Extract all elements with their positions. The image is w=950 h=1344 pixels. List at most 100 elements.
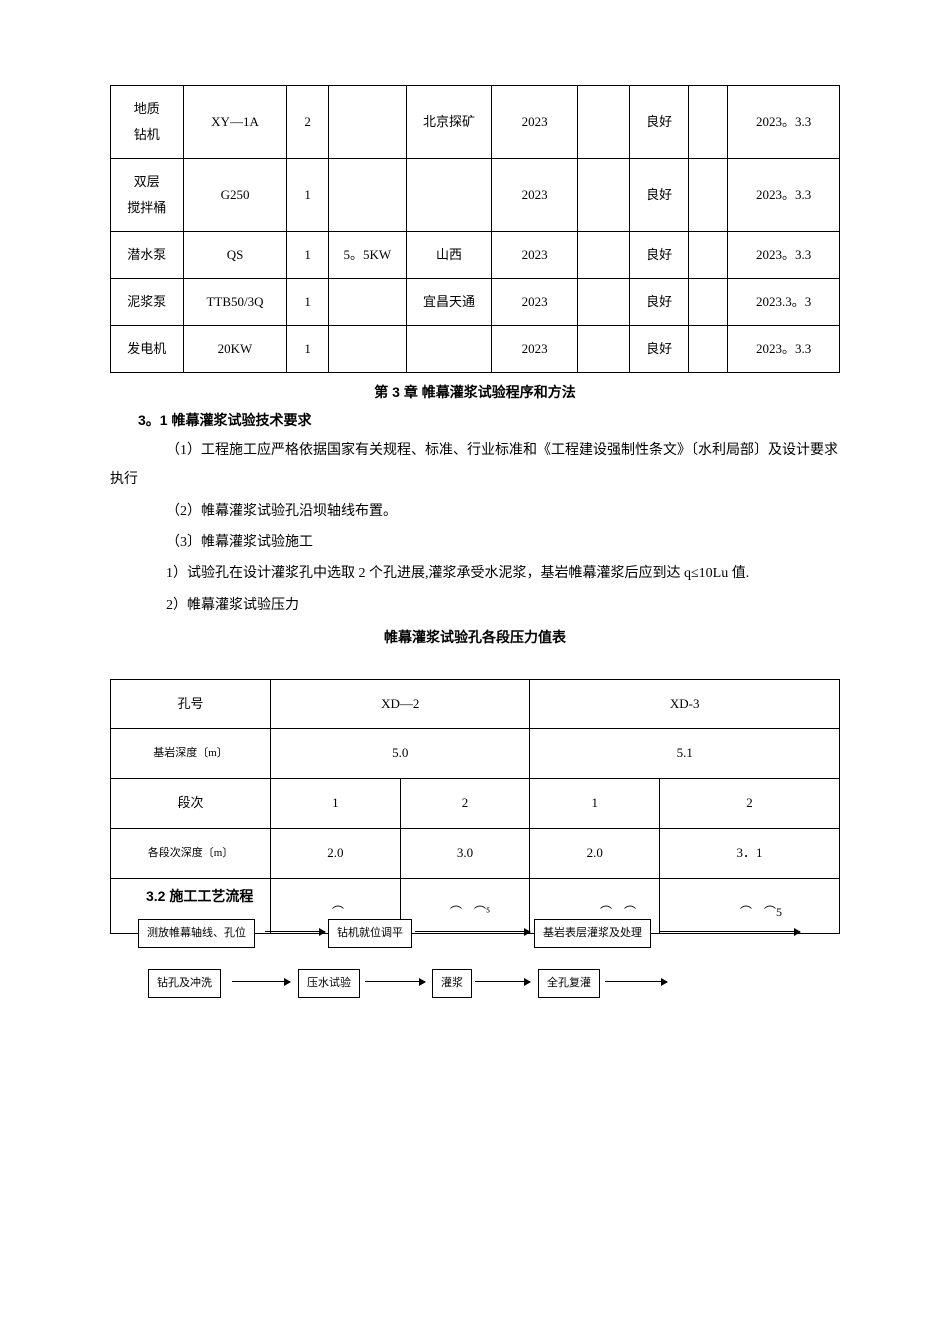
cell <box>328 279 406 326</box>
cell: 北京探矿 <box>406 86 492 159</box>
chapter-title: 第 3 章 帷幕灌浆试验程序和方法 <box>110 381 840 403</box>
arrow-icon <box>605 981 667 982</box>
cell <box>406 326 492 373</box>
cell: XY—1A <box>183 86 287 159</box>
cell <box>328 159 406 232</box>
cell: 2023 <box>492 159 578 232</box>
cell <box>577 159 629 232</box>
arrow-icon <box>660 931 800 932</box>
xd3-header: XD-3 <box>530 679 840 729</box>
cell: 2023。3.3 <box>728 326 840 373</box>
tilde-marks-2: ⌒ ⌒⁵ <box>450 903 490 922</box>
flow-box-2: 钻机就位调平 <box>328 919 412 949</box>
cell: 2023 <box>492 86 578 159</box>
cell <box>689 326 728 373</box>
pressure-table-title: 帷幕灌浆试验孔各段压力值表 <box>110 626 840 648</box>
cell: 1 <box>287 159 329 232</box>
segdepth-3: 2.0 <box>530 828 660 878</box>
cell <box>577 232 629 279</box>
flow-box-7: 全孔复灌 <box>538 969 600 999</box>
flow-box-3: 基岩表层灌浆及处理 <box>534 919 651 949</box>
para-5: 2）帷幕灌浆试验压力 <box>110 591 840 620</box>
cell: 2 <box>287 86 329 159</box>
cell: 良好 <box>629 326 689 373</box>
cell <box>689 86 728 159</box>
cell: 2023。3.3 <box>728 232 840 279</box>
cell: 双层搅拌桶 <box>111 159 184 232</box>
table-row: 泥浆泵TTB50/3Q1 宜昌天通2023 良好 2023.3。3 <box>111 279 840 326</box>
cell <box>689 159 728 232</box>
seg-2: 2 <box>400 779 530 829</box>
table-row: 段次 1 2 1 2 <box>111 779 840 829</box>
flow-box-5: 压水试验 <box>298 969 360 999</box>
depth-xd3: 5.1 <box>530 729 840 779</box>
cell: 20KW <box>183 326 287 373</box>
cell: G250 <box>183 159 287 232</box>
cell <box>577 326 629 373</box>
cell: 2023 <box>492 326 578 373</box>
flow-box-1: 测放帷幕轴线、孔位 <box>138 919 255 949</box>
cell <box>577 279 629 326</box>
seg-4: 2 <box>660 779 840 829</box>
table-row: 双层搅拌桶G2501 2023 良好 2023。3.3 <box>111 159 840 232</box>
table-row: 基岩深度〔m〕 5.0 5.1 <box>111 729 840 779</box>
depth-xd2: 5.0 <box>271 729 530 779</box>
cell: 良好 <box>629 86 689 159</box>
cell: 5。5KW <box>328 232 406 279</box>
cell: 良好 <box>629 159 689 232</box>
arrow-icon <box>415 931 530 932</box>
para-3: （3〕帷幕灌浆试验施工 <box>110 528 840 557</box>
segment-label: 段次 <box>111 779 271 829</box>
flow-box-6: 灌浆 <box>432 969 472 999</box>
cell <box>577 86 629 159</box>
bedrock-depth-label: 基岩深度〔m〕 <box>111 729 271 779</box>
cell <box>406 159 492 232</box>
cell <box>328 86 406 159</box>
cell: 良好 <box>629 279 689 326</box>
arrow-icon <box>475 981 530 982</box>
seg-1: 1 <box>271 779 401 829</box>
cell <box>328 326 406 373</box>
segdepth-2: 3.0 <box>400 828 530 878</box>
cell: 山西 <box>406 232 492 279</box>
table-row: 发电机20KW1 2023 良好 2023。3.3 <box>111 326 840 373</box>
flow-section: 3.2 施工工艺流程 ⌒ ⌒ ⌒⁵ ⌒ ⌒ ⌒ ⌒5 测放帷幕轴线、孔位 钻机就… <box>110 879 840 1019</box>
cell: 泥浆泵 <box>111 279 184 326</box>
table-row: 各段次深度〔m〕 2.0 3.0 2.0 3．1 <box>111 828 840 878</box>
cell: 2023。3.3 <box>728 86 840 159</box>
seg-3: 1 <box>530 779 660 829</box>
arrow-icon <box>265 931 325 932</box>
hole-number-label: 孔号 <box>111 679 271 729</box>
cell: 潜水泵 <box>111 232 184 279</box>
segdepth-4: 3．1 <box>660 828 840 878</box>
cell: 发电机 <box>111 326 184 373</box>
arrow-icon <box>232 981 290 982</box>
tilde-marks-4: ⌒ ⌒5 <box>740 903 782 922</box>
table-row: 地质钻机XY—1A2 北京探矿2023 良好 2023。3.3 <box>111 86 840 159</box>
cell: 良好 <box>629 232 689 279</box>
cell: QS <box>183 232 287 279</box>
cell: 2023 <box>492 279 578 326</box>
cell: 1 <box>287 279 329 326</box>
cell: 2023 <box>492 232 578 279</box>
cell: TTB50/3Q <box>183 279 287 326</box>
flow-box-4: 钻孔及冲洗 <box>148 969 221 999</box>
arrow-icon <box>365 981 425 982</box>
para-2: （2）帷幕灌浆试验孔沿坝轴线布置。 <box>110 497 840 526</box>
xd2-header: XD—2 <box>271 679 530 729</box>
para-4: 1）试验孔在设计灌浆孔中选取 2 个孔进展,灌浆承受水泥浆，基岩帷幕灌浆后应到达… <box>110 559 840 588</box>
cell <box>689 232 728 279</box>
flow-heading: 3.2 施工工艺流程 <box>146 885 253 907</box>
cell: 宜昌天通 <box>406 279 492 326</box>
table-row: 孔号 XD—2 XD-3 <box>111 679 840 729</box>
segdepth-1: 2.0 <box>271 828 401 878</box>
cell: 2023.3。3 <box>728 279 840 326</box>
equipment-table: 地质钻机XY—1A2北京探矿2023良好2023。3.3双层搅拌桶G250120… <box>110 85 840 373</box>
cell <box>689 279 728 326</box>
section-3-1-title: 3。1 帷幕灌浆试验技术要求 <box>110 409 840 431</box>
cell: 地质钻机 <box>111 86 184 159</box>
segment-depth-label: 各段次深度〔m〕 <box>111 828 271 878</box>
cell: 2023。3.3 <box>728 159 840 232</box>
table-row: 潜水泵QS15。5KW山西2023良好2023。3.3 <box>111 232 840 279</box>
cell: 1 <box>287 326 329 373</box>
